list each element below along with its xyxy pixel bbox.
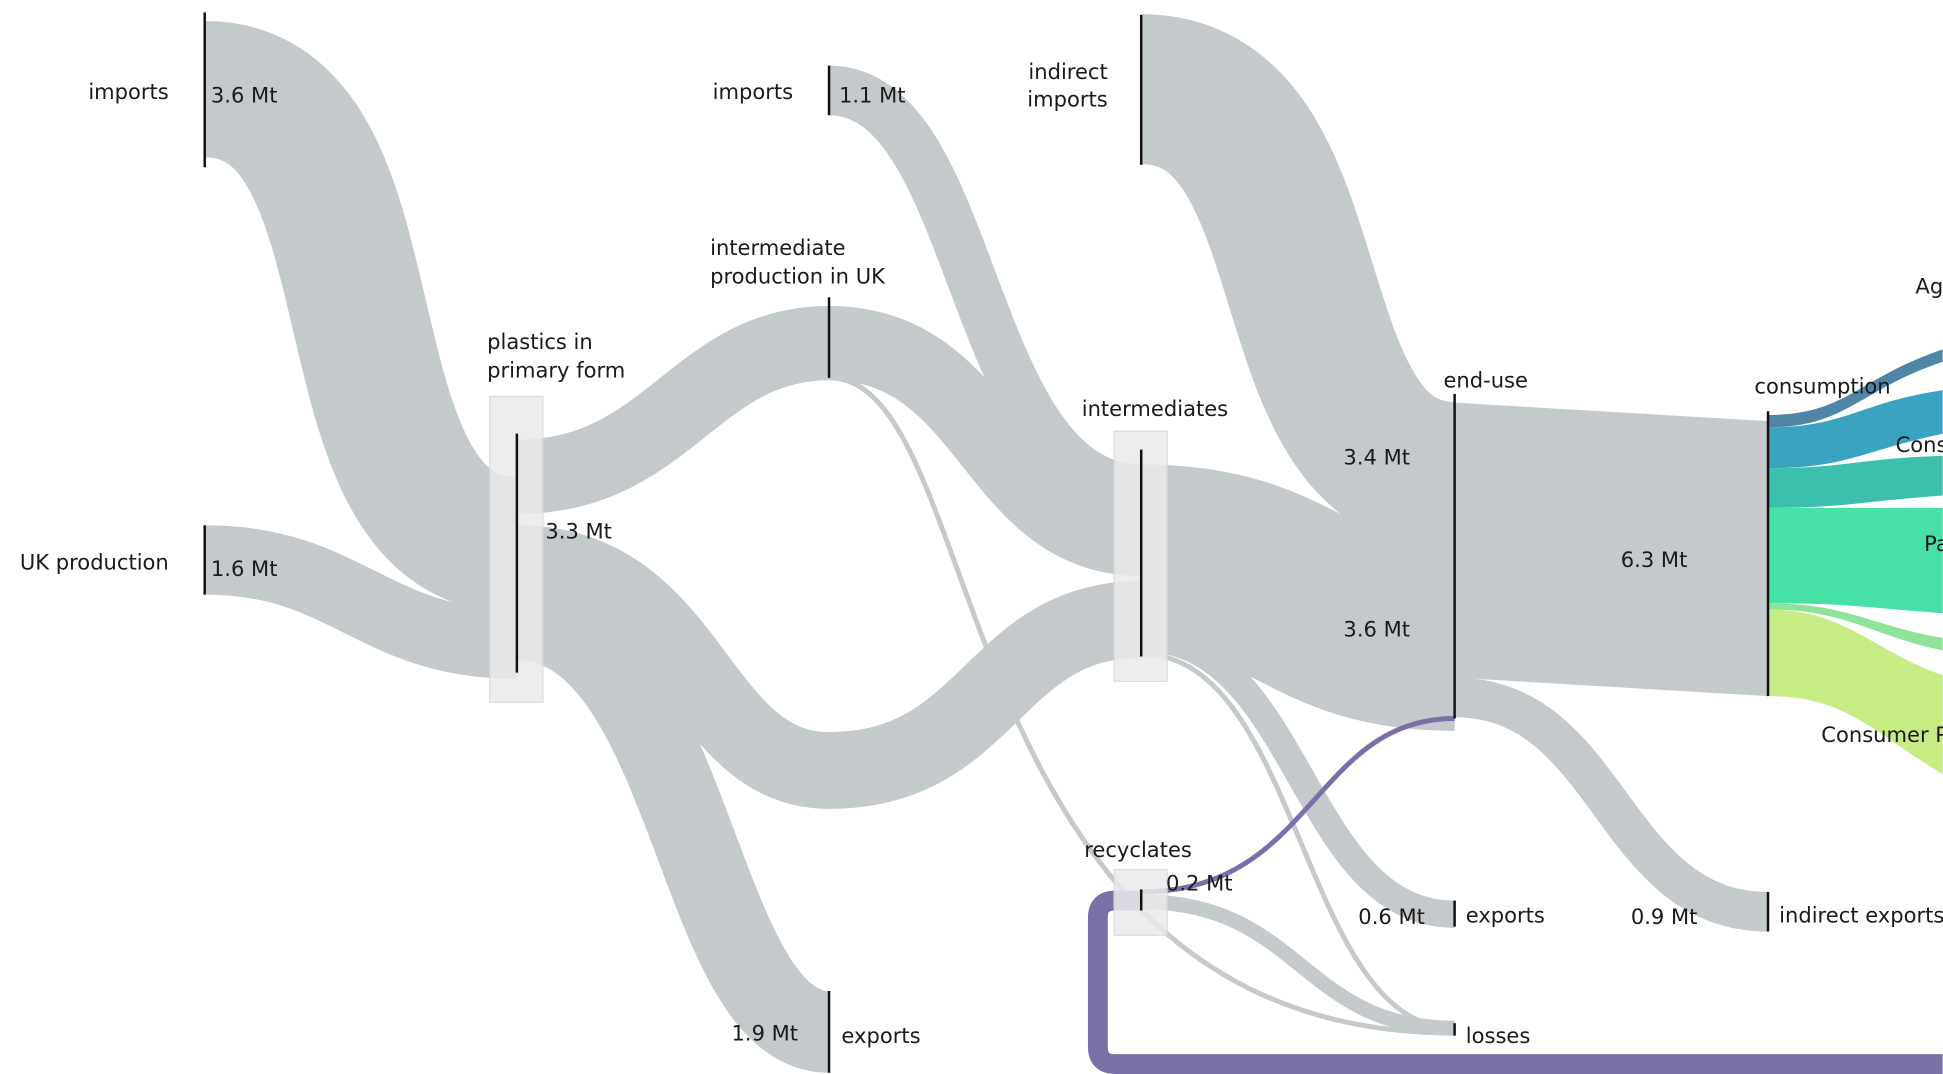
flow xyxy=(1454,402,1769,697)
node-value: 6.3 Mt xyxy=(1621,547,1688,572)
flow xyxy=(827,580,1143,809)
flow-recycled xyxy=(1141,716,1455,895)
node-label: exports xyxy=(841,1023,920,1048)
flow xyxy=(1141,651,1455,1031)
flow xyxy=(513,578,834,1073)
node-label: recyclates xyxy=(1084,837,1192,862)
node-value: 3.4 Mt xyxy=(1343,444,1410,469)
flow-sector xyxy=(1768,390,1943,469)
node-label: imports xyxy=(713,79,793,104)
flow xyxy=(1141,894,1455,1036)
flow xyxy=(827,305,1143,577)
flow xyxy=(1139,464,1457,731)
node-label: imports xyxy=(88,79,168,104)
node-label: intermediates xyxy=(1082,396,1228,421)
node-label: consumption xyxy=(1754,374,1890,399)
flows xyxy=(199,14,1943,1074)
flow xyxy=(829,375,1455,1036)
node-value: 1.9 Mt xyxy=(731,1020,798,1045)
node-label: exports xyxy=(1466,903,1545,928)
node-value: 1.6 Mt xyxy=(211,556,278,581)
node-value: 0.9 Mt xyxy=(1631,904,1698,929)
flow xyxy=(826,65,1143,515)
flow xyxy=(515,305,831,515)
node-value: 3.6 Mt xyxy=(211,83,278,108)
flow-sector xyxy=(1768,603,1943,651)
flow xyxy=(515,525,832,809)
flow xyxy=(1140,624,1456,928)
node-value: 3.6 Mt xyxy=(1343,617,1410,642)
node-label: imports xyxy=(1027,86,1107,111)
node-label: indirect exports xyxy=(1779,903,1943,928)
flow-sector xyxy=(1768,455,1943,508)
node-value: 3.3 Mt xyxy=(545,519,612,544)
flow-recycled xyxy=(1087,890,1943,1074)
node-label: UK production xyxy=(20,550,169,575)
node-label: plastics in xyxy=(487,329,593,354)
nodes xyxy=(203,12,1770,1073)
flow-sector xyxy=(1768,507,1943,614)
node-label: production in UK xyxy=(710,263,886,288)
flow-sector xyxy=(1768,609,1943,775)
labels: imports 3.6 Mt UK production 1.6 Mt plas… xyxy=(20,59,1943,1048)
node-value: 0.6 Mt xyxy=(1358,904,1425,929)
node-label: end-use xyxy=(1443,368,1528,393)
node-label: indirect xyxy=(1028,59,1107,84)
flow xyxy=(1453,677,1769,932)
flow-sector xyxy=(1768,349,1943,428)
sector-label: Pa xyxy=(1924,531,1943,556)
node-label: losses xyxy=(1466,1023,1531,1048)
node-value: 0.2 Mt xyxy=(1166,870,1233,895)
node-value: 1.1 Mt xyxy=(839,83,906,108)
node-label: primary form xyxy=(487,358,625,383)
flow xyxy=(199,21,522,614)
node-label: intermediate xyxy=(710,235,845,260)
sector-label: Consumer P xyxy=(1821,722,1943,747)
flow xyxy=(1136,14,1460,552)
sector-label: Cons xyxy=(1896,432,1943,457)
sector-label: Ag xyxy=(1915,273,1943,298)
flow xyxy=(204,525,518,679)
